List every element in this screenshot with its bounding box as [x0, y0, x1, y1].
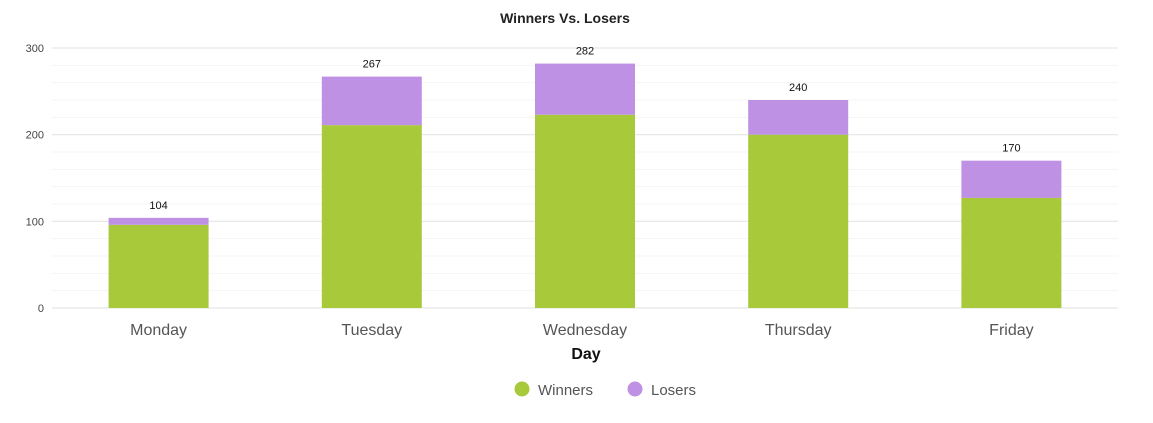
bar-winners-thursday	[748, 134, 849, 308]
bars	[108, 63, 1062, 308]
x-axis: Monday Tuesday Wednesday Thursday Friday	[130, 322, 1033, 339]
x-tick-label: Thursday	[765, 322, 832, 339]
x-tick-label: Tuesday	[341, 322, 402, 339]
legend-label: Winners	[538, 382, 593, 399]
bar-winners-tuesday	[321, 125, 422, 308]
data-labels: 104 267 282 240 170	[149, 46, 1020, 212]
data-label-total: 240	[789, 82, 807, 94]
y-tick-label: 200	[26, 130, 44, 142]
x-tick-label: Friday	[989, 322, 1033, 339]
data-label-total: 104	[149, 200, 167, 212]
legend-item-winners[interactable]: Winners	[514, 381, 594, 400]
bar-losers-wednesday	[535, 63, 635, 115]
legend: Winners Losers	[514, 381, 697, 400]
data-label-total: 282	[576, 46, 594, 58]
bar-winners-monday	[108, 224, 209, 308]
x-tick-label: Wednesday	[543, 322, 627, 339]
y-tick-label: 0	[38, 303, 44, 315]
bar-losers-monday	[108, 217, 209, 225]
bar-winners-friday	[961, 197, 1062, 308]
y-tick-label: 300	[26, 43, 44, 55]
bar-winners-wednesday	[535, 114, 635, 308]
x-tick-label: Monday	[130, 322, 187, 339]
data-label-total: 170	[1002, 143, 1020, 155]
legend-swatch	[514, 381, 530, 397]
legend-swatch	[627, 381, 643, 397]
x-axis-label: Day	[571, 346, 600, 363]
bar-losers-tuesday	[321, 76, 422, 126]
legend-item-losers[interactable]: Losers	[627, 381, 697, 400]
y-axis: 0 100 200 300	[26, 43, 44, 315]
chart-title: Winners Vs. Losers	[500, 10, 630, 26]
legend-label: Losers	[651, 382, 696, 399]
bar-losers-friday	[961, 160, 1062, 198]
bar-losers-thursday	[748, 100, 849, 135]
y-tick-label: 100	[26, 216, 44, 228]
data-label-total: 267	[363, 59, 381, 71]
